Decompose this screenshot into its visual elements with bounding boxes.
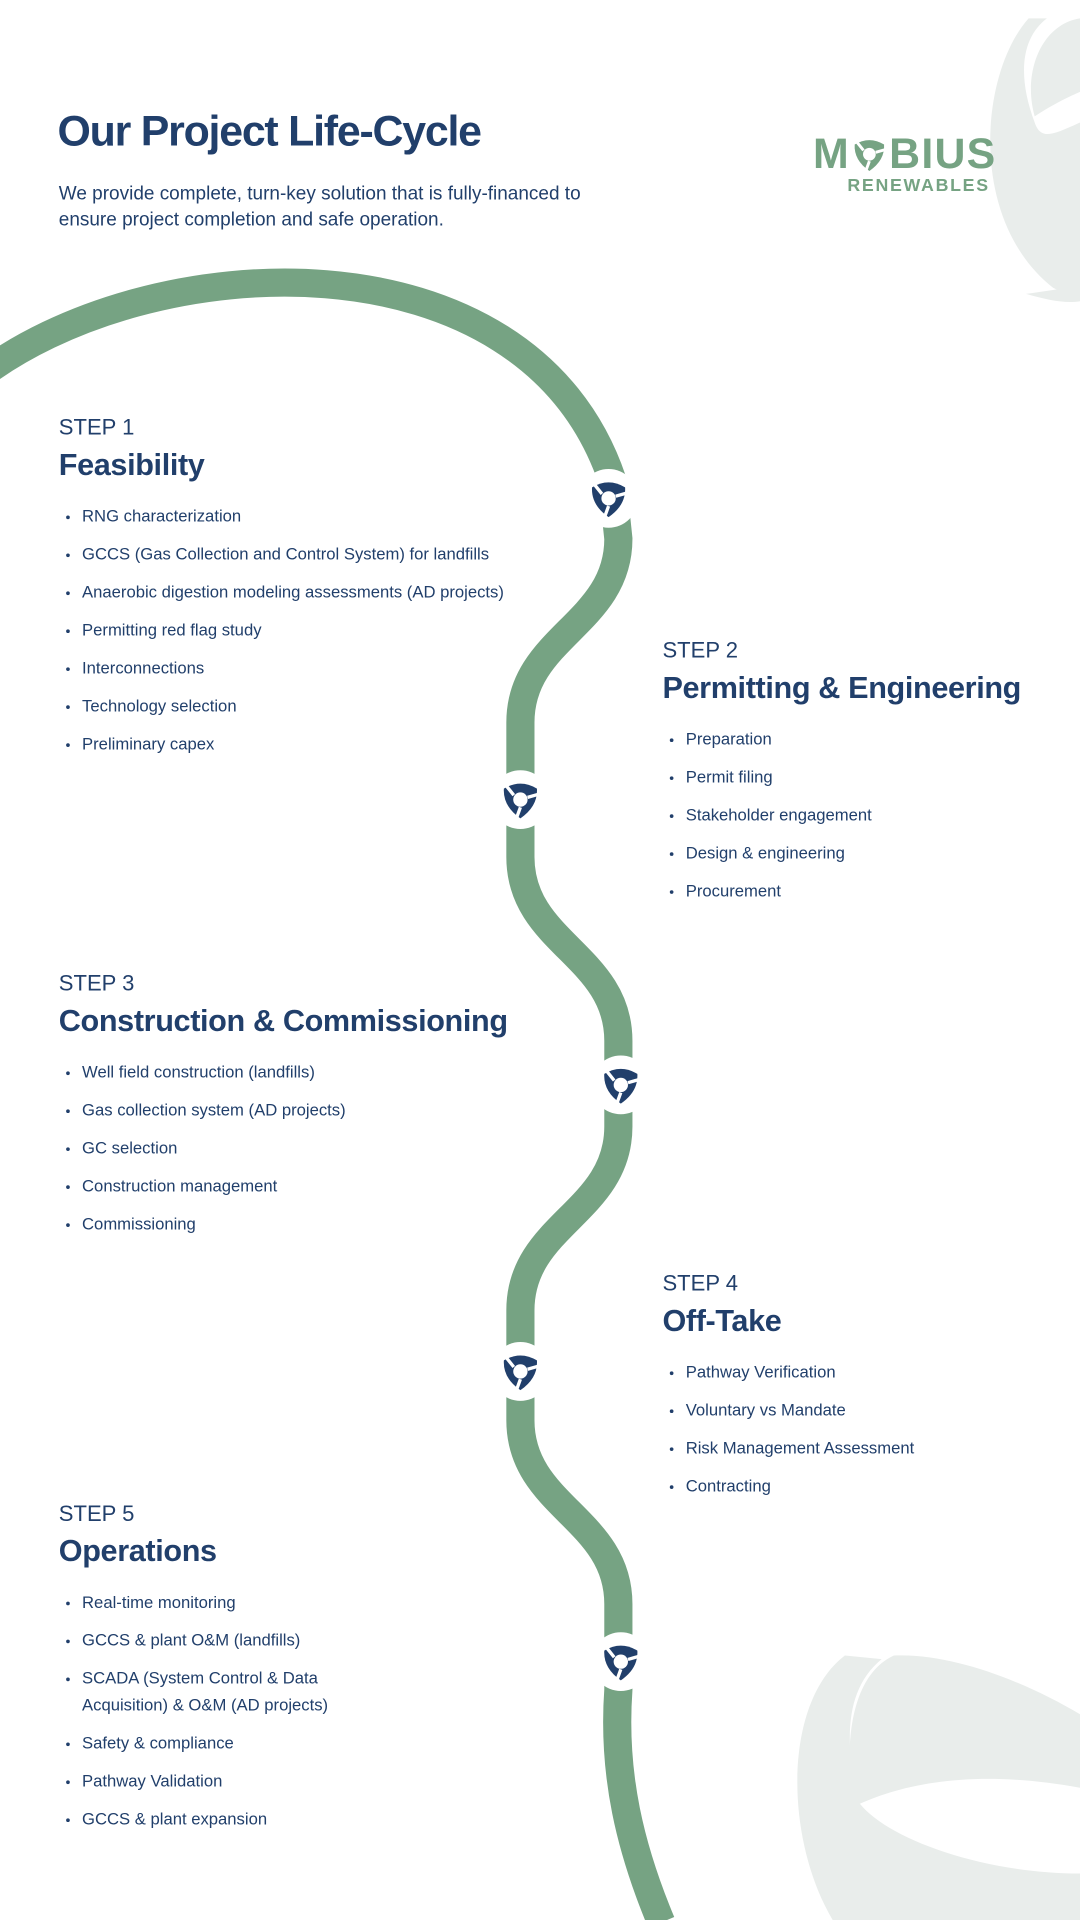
step-4: STEP 4 Off-Take Pathway Verification Vol… bbox=[662, 1270, 1066, 1511]
mobius-logo: M BIUS RENEWABLES bbox=[813, 132, 1021, 196]
step-label: STEP 4 bbox=[662, 1271, 739, 1296]
step-title: Permitting & Engineering bbox=[662, 671, 1022, 706]
list-item: SCADA (System Control & Data Acquisition… bbox=[82, 1665, 377, 1719]
lifecycle-path bbox=[0, 268, 675, 1920]
step-title: Off-Take bbox=[662, 1304, 782, 1339]
step-items: Real-time monitoring GCCS & plant O&M (l… bbox=[59, 1589, 377, 1833]
list-item: GCCS (Gas Collection and Control System)… bbox=[82, 541, 549, 568]
step-marker-icon bbox=[491, 770, 550, 829]
decorative-swoosh-top bbox=[990, 18, 1080, 302]
list-item: Permit filing bbox=[686, 764, 1079, 791]
step-items: Preparation Permit filing Stakeholder en… bbox=[662, 726, 1078, 905]
list-item: Technology selection bbox=[82, 693, 549, 720]
decorative-swoosh-bottom bbox=[797, 1655, 1080, 1920]
list-item: Preparation bbox=[686, 726, 1079, 753]
page-title: Our Project Life-Cycle bbox=[57, 107, 482, 156]
step-label: STEP 3 bbox=[58, 971, 135, 996]
step-items: Pathway Verification Voluntary vs Mandat… bbox=[662, 1359, 1066, 1500]
step-label: STEP 1 bbox=[58, 415, 135, 440]
list-item: Preliminary capex bbox=[82, 731, 549, 758]
list-item: Risk Management Assessment bbox=[686, 1435, 1067, 1462]
list-item: Interconnections bbox=[82, 655, 549, 682]
page-subtitle: We provide complete, turn-key solution t… bbox=[58, 183, 581, 231]
list-item: Construction management bbox=[82, 1173, 573, 1200]
step-1: STEP 1 Feasibility RNG characterization … bbox=[59, 414, 549, 769]
list-item: Anaerobic digestion modeling assessments… bbox=[82, 579, 549, 606]
list-item: Pathway Validation bbox=[82, 1768, 377, 1795]
step-title: Construction & Commissioning bbox=[58, 1004, 508, 1039]
list-item: GC selection bbox=[82, 1135, 573, 1162]
step-items: RNG characterization GCCS (Gas Collectio… bbox=[59, 503, 549, 758]
step-label: STEP 2 bbox=[662, 637, 739, 663]
list-item: Stakeholder engagement bbox=[686, 802, 1079, 829]
logo-text: BIUS bbox=[889, 129, 997, 178]
list-item: Procurement bbox=[686, 878, 1079, 905]
step-items: Well field construction (landfills) Gas … bbox=[59, 1059, 573, 1238]
list-item: Permitting red flag study bbox=[82, 617, 549, 644]
list-item: Real-time monitoring bbox=[82, 1589, 377, 1616]
logo-mark-icon bbox=[854, 139, 887, 173]
list-item: RNG characterization bbox=[82, 503, 549, 530]
list-item: Gas collection system (AD projects) bbox=[82, 1097, 573, 1124]
step-marker-icon bbox=[491, 1342, 550, 1401]
list-item: Design & engineering bbox=[686, 840, 1079, 867]
step-marker-icon bbox=[591, 1632, 651, 1692]
step-marker-icon bbox=[591, 1055, 651, 1115]
list-item: Commissioning bbox=[82, 1211, 573, 1238]
step-title: Operations bbox=[58, 1534, 217, 1569]
list-item: Voluntary vs Mandate bbox=[686, 1397, 1067, 1424]
step-3: STEP 3 Construction & Commissioning Well… bbox=[59, 970, 573, 1249]
logo-tagline: RENEWABLES bbox=[847, 176, 990, 196]
step-5: STEP 5 Operations Real-time monitoring G… bbox=[59, 1500, 377, 1844]
step-marker-icon bbox=[579, 468, 638, 528]
list-item: Well field construction (landfills) bbox=[82, 1059, 573, 1086]
list-item: GCCS & plant O&M (landfills) bbox=[82, 1627, 377, 1654]
logo-text: M bbox=[813, 129, 850, 178]
list-item: Pathway Verification bbox=[686, 1359, 1067, 1386]
list-item: Safety & compliance bbox=[82, 1730, 377, 1757]
list-item: Contracting bbox=[686, 1473, 1067, 1500]
list-item: GCCS & plant expansion bbox=[82, 1806, 377, 1833]
step-label: STEP 5 bbox=[58, 1501, 135, 1526]
step-2: STEP 2 Permitting & Engineering Preparat… bbox=[662, 637, 1078, 916]
step-title: Feasibility bbox=[58, 448, 205, 483]
